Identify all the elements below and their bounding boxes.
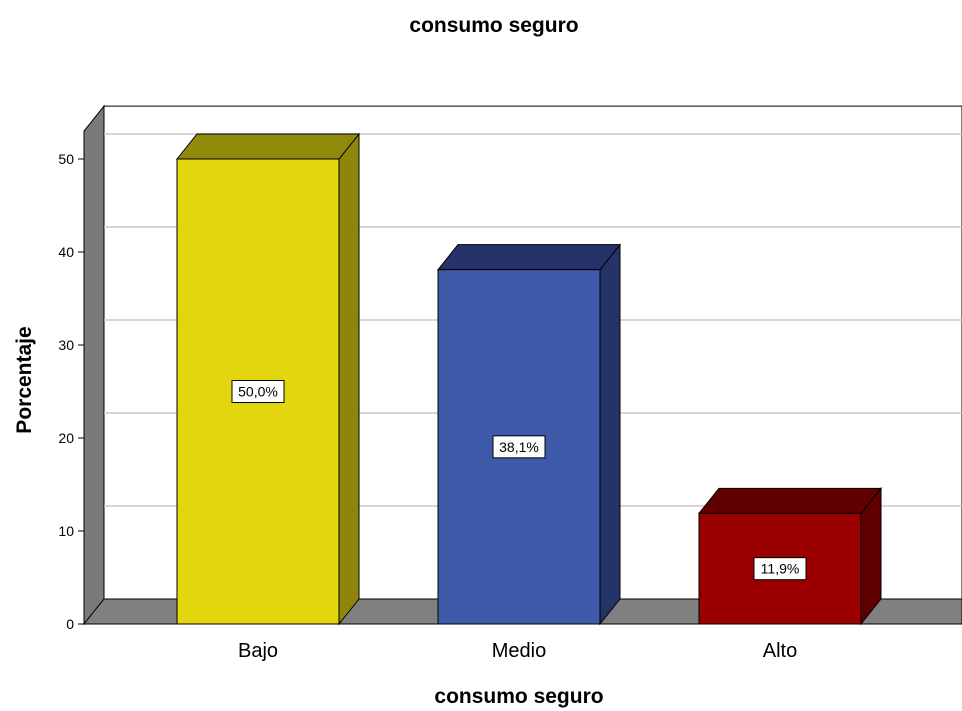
- x-axis-title: consumo seguro: [434, 685, 603, 708]
- data-label: 38,1%: [492, 435, 546, 459]
- bar-bajo: 50,0%: [175, 132, 361, 626]
- x-tick-label: Bajo: [238, 640, 278, 662]
- data-label: 11,9%: [753, 557, 807, 581]
- y-tick-label: 50: [58, 151, 74, 167]
- x-axis: Bajo Medio Alto: [238, 640, 797, 662]
- y-tick-label: 30: [58, 337, 74, 353]
- data-label-box: [753, 557, 807, 581]
- y-tick-label: 20: [58, 430, 74, 446]
- bar-alto: 11,9%: [697, 486, 883, 626]
- data-label-text: 50,0%: [238, 384, 278, 400]
- bar-side: [338, 132, 360, 626]
- y-axis: 0 10 20 30 40 50: [58, 151, 84, 632]
- data-label-box: [231, 380, 285, 403]
- bars: 50,0% 38,1% 11,9%: [175, 132, 883, 626]
- bar-medio: 38,1%: [436, 243, 622, 626]
- bar-top: [175, 133, 361, 160]
- y-tick-label: 0: [66, 616, 74, 632]
- x-tick-label: Alto: [763, 640, 797, 662]
- bar-top: [697, 487, 883, 514]
- x-tick-label: Medio: [492, 640, 546, 662]
- data-label-text: 11,9%: [761, 561, 800, 577]
- y-axis-title: Porcentaje: [13, 326, 36, 433]
- y-tick-label: 40: [58, 244, 74, 260]
- plot-side-wall: [83, 104, 105, 626]
- bar-side: [599, 243, 621, 626]
- chart-title: consumo seguro: [409, 14, 578, 37]
- data-label-box: [492, 435, 546, 459]
- data-label-text: 38,1%: [499, 439, 539, 455]
- bar-top: [436, 244, 622, 271]
- data-label: 50,0%: [231, 380, 285, 403]
- y-tick-label: 10: [58, 523, 74, 539]
